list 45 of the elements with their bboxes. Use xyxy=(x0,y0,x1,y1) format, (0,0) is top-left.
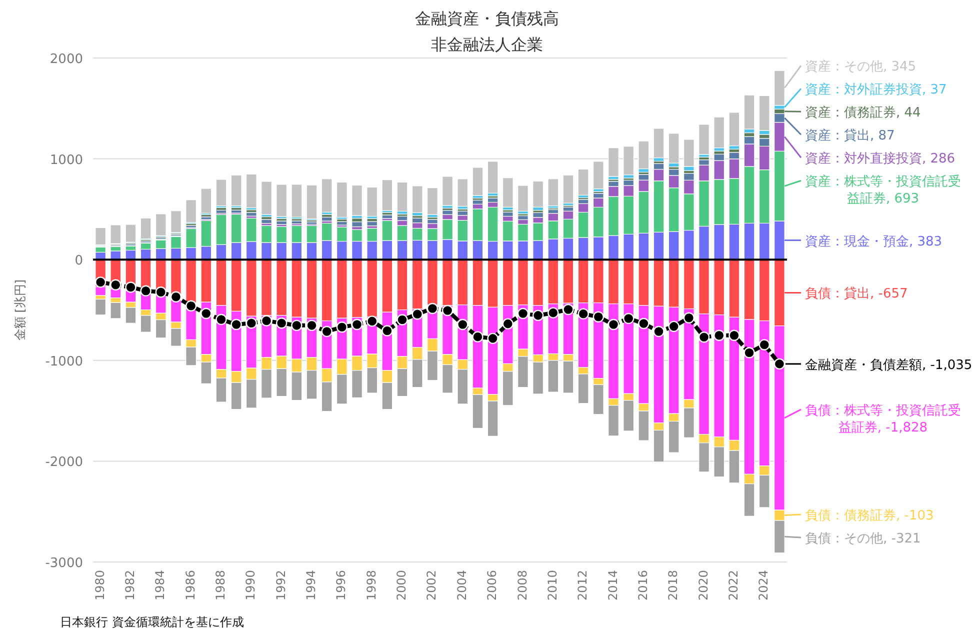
x-tick-label: 1992 xyxy=(274,570,288,601)
x-tick-label: 1990 xyxy=(244,570,258,601)
legend-label: 負債：債務証券, -103 xyxy=(805,508,934,524)
series-label: 資産：その他, 345 xyxy=(805,58,916,75)
x-tick-label: 2016 xyxy=(636,570,650,601)
x-tick-label: 2008 xyxy=(515,570,530,601)
legend-label: 負債：株式等・投資信託受益証券, -1,828 xyxy=(805,403,961,436)
x-tick-label: 2020 xyxy=(696,570,710,601)
y-axis-title: 金額 [兆円] xyxy=(13,279,27,341)
x-tick-label: 2018 xyxy=(666,570,680,601)
chart-subtitle: 非金融法人企業 xyxy=(431,35,543,54)
x-tick-label: 2022 xyxy=(726,570,740,601)
y-tick-label: -3000 xyxy=(45,556,83,571)
legend-label: 金融資産・負債差額, -1,035 xyxy=(805,356,972,373)
x-tick-label: 2000 xyxy=(394,570,409,601)
x-tick-label: 2004 xyxy=(454,570,469,601)
y-tick-label: -1000 xyxy=(45,354,83,370)
x-tick-label: 1980 xyxy=(92,570,107,601)
legend-label: 資産：債務証券, 44 xyxy=(805,104,921,121)
y-tick-label: 0 xyxy=(74,254,83,269)
legend-label: 負債：その他, -321 xyxy=(805,531,921,546)
x-tick-label: 1982 xyxy=(123,570,137,601)
series-label: 資産：貸出, 87 xyxy=(805,128,895,144)
x-tick-label: 2012 xyxy=(576,570,590,601)
legend-label: 負債：貸出, -657 xyxy=(805,286,908,302)
x-tick-label: 2014 xyxy=(606,570,620,601)
x-tick-label: 1998 xyxy=(364,570,378,601)
y-tick-label: 1000 xyxy=(50,152,83,168)
legend-label: 資産：株式等・投資信託受益証券, 693 xyxy=(805,174,961,207)
y-tick-label: -2000 xyxy=(45,455,83,470)
x-tick-label: 1996 xyxy=(334,570,348,601)
series-label: 資産：対外直接投資, 286 xyxy=(805,150,956,167)
x-tick-label: 1986 xyxy=(183,570,198,601)
x-tick-label: 2002 xyxy=(424,570,439,601)
x-tick-label: 2024 xyxy=(756,570,771,601)
x-tick-label: 1994 xyxy=(304,570,318,601)
x-tick-label: 2006 xyxy=(485,570,500,601)
legend-label: 資産：対外証券投資, 37 xyxy=(805,82,947,98)
y-tick-label: 2000 xyxy=(50,52,83,67)
x-tick-label: 1984 xyxy=(153,570,168,601)
x-tick-label: 2010 xyxy=(545,570,560,601)
x-tick-label: 1988 xyxy=(214,570,228,601)
legend-label: 資産：現金・預金, 383 xyxy=(805,233,942,250)
chart-title: 金融資産・負債残高 xyxy=(415,9,559,28)
text: 日本銀行 資金循環統計を基に作成 xyxy=(60,615,244,629)
